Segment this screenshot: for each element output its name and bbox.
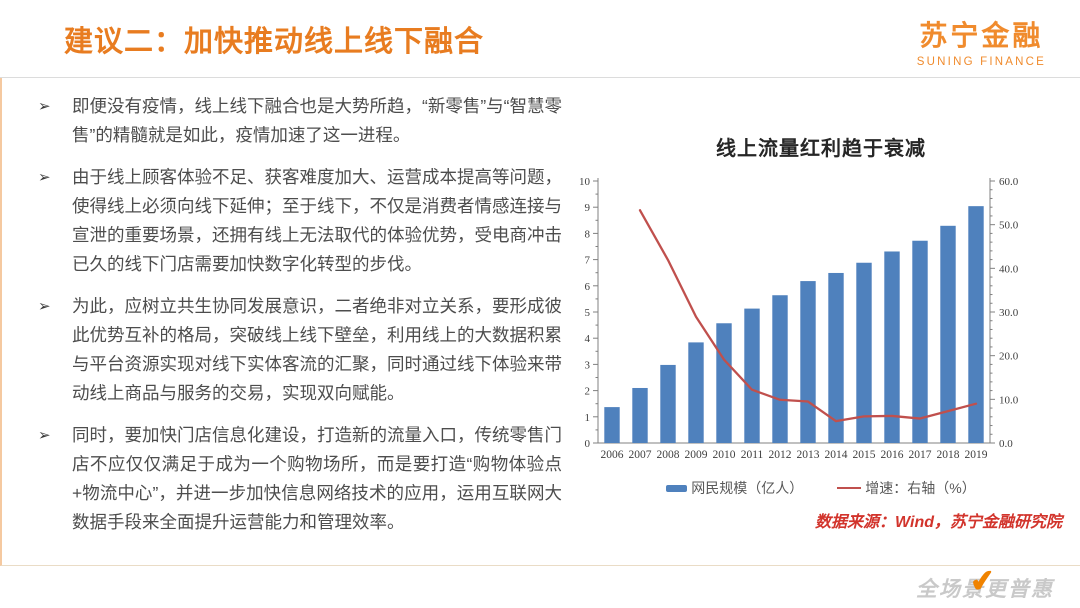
bullet-item: ➢ 为此，应树立共生协同发展意识，二者绝非对立关系，要形成彼此优势互补的格局，突… <box>38 292 562 408</box>
watermark-text: 全场景更普惠 <box>916 578 1054 601</box>
left-tick-label: 0 <box>585 438 591 450</box>
trend-chart: 0 1 2 3 4 5 6 7 8 9 10 0.0 10.0 20.0 30.0 40.0 50.0 60.0 2… <box>579 176 1019 461</box>
bar-2008 <box>660 364 676 443</box>
x-tick-label: 2011 <box>741 449 764 461</box>
left-tick-label: 5 <box>585 307 591 319</box>
bar-2018 <box>940 225 956 443</box>
left-tick-label: 10 <box>579 176 591 188</box>
left-tick-label: 9 <box>585 202 591 214</box>
x-tick-label: 2014 <box>825 449 848 461</box>
header: 建议二：加快推动线上线下融合 苏宁金融 SUNING FINANCE <box>0 0 1080 78</box>
left-tick-label: 7 <box>585 255 591 267</box>
bullet-text: 由于线上顾客体验不足、获客难度加大、运营成本提高等问题，使得线上必须向线下延伸；… <box>72 167 562 274</box>
bar-2015 <box>856 262 872 443</box>
x-tick-label: 2016 <box>881 449 904 461</box>
chart-canvas: 0 1 2 3 4 5 6 7 8 9 10 0.0 10.0 20.0 30.0 40.0 50.0 60.0 2… <box>572 171 1080 476</box>
x-tick-label: 2006 <box>601 449 624 461</box>
page-title: 建议二：加快推动线上线下融合 <box>64 25 485 58</box>
right-tick-label: 30.0 <box>999 307 1019 319</box>
legend-label: 网民规模（亿人） <box>691 480 804 496</box>
bar-2011 <box>744 308 760 443</box>
legend-item-growth: 增速：右轴（%） <box>837 478 976 498</box>
bullet-item: ➢ 即便没有疫情，线上线下融合也是大势所趋，“新零售”与“智慧零售”的精髓就是如… <box>38 92 562 150</box>
bullet-arrow-icon: ➢ <box>38 427 51 444</box>
bar-2016 <box>884 251 900 443</box>
bullet-text: 即便没有疫情，线上线下融合也是大势所趋，“新零售”与“智慧零售”的精髓就是如此，… <box>72 96 562 145</box>
legend-item-netizens: 网民规模（亿人） <box>666 478 803 498</box>
chart-panel: 线上流量红利趋于衰减 0 1 2 3 4 5 6 7 8 9 10 0.0 10.0 20.0 30.0 40… <box>562 78 1080 565</box>
bullet-text: 同时，要加快门店信息化建设，打造新的流量入口，传统零售门店不应仅仅满足于成为一个… <box>72 425 562 532</box>
bullet-item: ➢ 由于线上顾客体验不足、获客难度加大、运营成本提高等问题，使得线上必须向线下延… <box>38 163 562 279</box>
bar-2006 <box>604 407 620 443</box>
bullet-arrow-icon: ➢ <box>38 298 51 315</box>
footer: ✔ 全场景更普惠 <box>0 564 1080 607</box>
x-tick-label: 2012 <box>769 449 792 461</box>
bar-2007 <box>632 387 648 443</box>
chart-title: 线上流量红利趋于衰减 <box>716 138 926 160</box>
x-tick-label: 2015 <box>853 449 876 461</box>
bar-2019 <box>968 206 984 443</box>
bar-2017 <box>912 240 928 443</box>
suning-logo: 苏宁金融 SUNING FINANCE <box>917 14 1046 68</box>
bar-2013 <box>800 281 816 443</box>
left-tick-label: 3 <box>585 359 591 371</box>
bullet-arrow-icon: ➢ <box>38 98 51 115</box>
data-source-note: 数据来源：Wind，苏宁金融研究院 <box>815 514 1062 531</box>
content-area: ➢ 即便没有疫情，线上线下融合也是大势所趋，“新零售”与“智慧零售”的精髓就是如… <box>0 78 1080 566</box>
bar-2014 <box>828 272 844 443</box>
right-tick-label: 60.0 <box>999 176 1019 188</box>
growth-line <box>638 209 978 423</box>
bar-2012 <box>772 295 788 443</box>
right-tick-label: 10.0 <box>999 394 1019 406</box>
logo-text-cn: 苏宁金融 <box>919 20 1044 51</box>
left-tick-label: 8 <box>585 228 591 240</box>
x-tick-label: 2010 <box>713 449 736 461</box>
x-tick-label: 2009 <box>685 449 708 461</box>
bullet-item: ➢ 同时，要加快门店信息化建设，打造新的流量入口，传统零售门店不应仅仅满足于成为… <box>38 421 562 537</box>
legend-label: 增速：右轴（%） <box>865 480 976 496</box>
x-tick-label: 2007 <box>629 449 652 461</box>
right-tick-label: 0.0 <box>999 438 1013 450</box>
left-tick-label: 4 <box>585 333 591 345</box>
bullet-text: 为此，应树立共生协同发展意识，二者绝非对立关系，要形成彼此优势互补的格局，突破线… <box>72 296 562 403</box>
bar-2010 <box>716 323 732 443</box>
x-tick-label: 2019 <box>965 449 988 461</box>
left-tick-label: 1 <box>585 412 591 424</box>
right-tick-label: 20.0 <box>999 351 1019 363</box>
right-tick-label: 40.0 <box>999 263 1019 275</box>
x-tick-label: 2008 <box>657 449 680 461</box>
line-swatch-icon <box>837 486 862 490</box>
check-icon: ✔ <box>968 563 999 600</box>
bar-swatch-icon <box>666 484 688 492</box>
bar-2009 <box>688 342 704 443</box>
left-tick-label: 2 <box>585 386 591 398</box>
x-tick-label: 2018 <box>937 449 960 461</box>
left-tick-label: 6 <box>585 281 591 293</box>
bullet-arrow-icon: ➢ <box>38 169 51 186</box>
bullet-list: ➢ 即便没有疫情，线上线下融合也是大势所趋，“新零售”与“智慧零售”的精髓就是如… <box>2 78 562 565</box>
watermark-slogan: ✔ 全场景更普惠 <box>916 564 1054 603</box>
logo-text-en: SUNING FINANCE <box>916 56 1046 68</box>
x-tick-label: 2013 <box>797 449 820 461</box>
chart-legend: 网民规模（亿人） 增速：右轴（%） <box>562 478 1080 498</box>
right-tick-label: 50.0 <box>999 220 1019 232</box>
x-tick-label: 2017 <box>909 449 932 461</box>
